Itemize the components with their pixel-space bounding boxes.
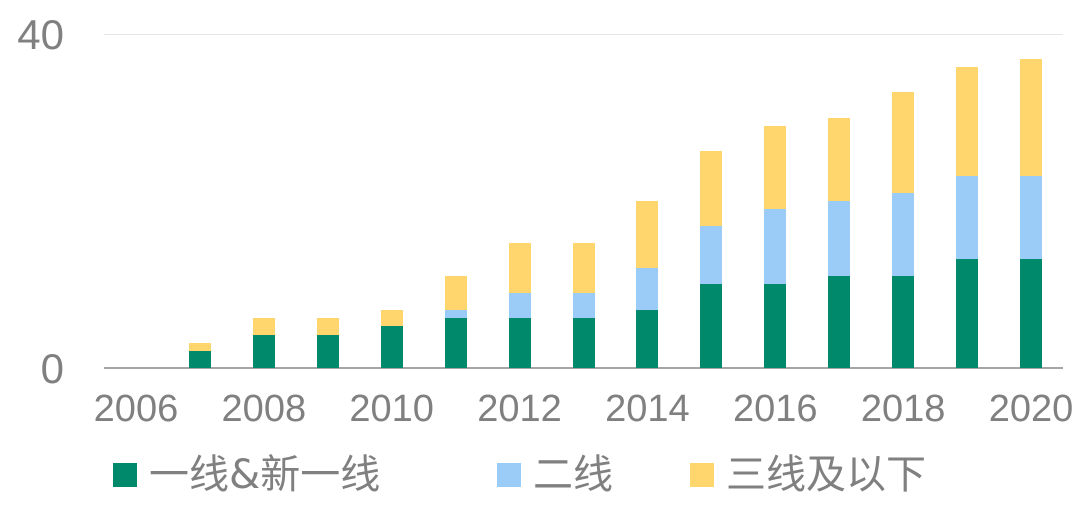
- bar-segment-2: [828, 117, 851, 201]
- bar-segment-1: [956, 175, 979, 260]
- bar-segment-1: [892, 192, 915, 277]
- gridline-40: [104, 34, 1063, 35]
- bar-2018: [892, 92, 915, 368]
- x-tick-label: 2016: [733, 388, 818, 430]
- bar-2007: [188, 342, 211, 368]
- legend-swatch: [690, 463, 714, 487]
- x-axis-line: [104, 367, 1063, 369]
- bar-segment-1: [700, 226, 723, 285]
- bar-segment-1: [1020, 175, 1043, 260]
- x-tick-label: 2020: [988, 388, 1074, 430]
- bar-segment-2: [316, 317, 339, 335]
- bar-2009: [316, 317, 339, 368]
- bar-segment-2: [764, 125, 787, 210]
- legend-swatch: [497, 463, 521, 487]
- bar-segment-0: [572, 317, 595, 368]
- bar-segment-2: [1020, 59, 1043, 176]
- bar-segment-0: [764, 284, 787, 368]
- x-tick-label: 2006: [93, 388, 179, 430]
- bar-segment-2: [508, 242, 531, 293]
- bar-segment-0: [508, 317, 531, 368]
- bar-segment-2: [892, 92, 915, 193]
- bar-segment-2: [700, 150, 723, 227]
- bar-2014: [636, 201, 659, 368]
- bar-segment-0: [828, 276, 851, 368]
- x-tick-label: 2014: [605, 388, 690, 430]
- bar-segment-2: [380, 309, 403, 327]
- legend-label: 三线及以下: [726, 452, 926, 498]
- x-tick-label: 2010: [349, 388, 434, 430]
- bar-2015: [700, 150, 723, 368]
- x-tick-label: 2008: [221, 388, 307, 430]
- bar-2008: [252, 317, 275, 368]
- bar-segment-0: [892, 276, 915, 368]
- bar-segment-1: [828, 201, 851, 277]
- bar-segment-0: [1020, 259, 1043, 368]
- bar-segment-1: [444, 309, 467, 318]
- legend-item: 二线: [497, 450, 613, 500]
- x-tick-label: 2012: [477, 388, 562, 430]
- bar-2016: [764, 125, 787, 368]
- legend-item: 一线&新一线: [113, 450, 380, 500]
- bar-segment-2: [188, 342, 211, 352]
- bar-segment-1: [764, 209, 787, 285]
- bar-segment-0: [188, 351, 211, 368]
- bar-2020: [1020, 59, 1043, 368]
- bar-segment-0: [956, 259, 979, 368]
- x-tick-label: 2018: [860, 388, 946, 430]
- bar-segment-1: [508, 292, 531, 318]
- y-tick-label: 0: [40, 345, 64, 392]
- bar-segment-2: [956, 67, 979, 176]
- y-tick-label: 40: [17, 11, 64, 58]
- legend-swatch: [113, 463, 137, 487]
- bar-segment-0: [316, 334, 339, 368]
- bar-segment-2: [252, 317, 275, 335]
- bar-2017: [828, 117, 851, 368]
- bar-2012: [508, 242, 531, 368]
- legend-item: 三线及以下: [690, 450, 926, 500]
- bar-segment-0: [380, 326, 403, 368]
- legend: 一线&新一线 二线 三线及以下: [0, 450, 1080, 500]
- bar-2010: [380, 309, 403, 368]
- legend-label: 二线: [533, 452, 613, 498]
- bar-segment-1: [636, 267, 659, 310]
- bar-segment-2: [444, 276, 467, 310]
- bar-segment-0: [636, 309, 659, 368]
- bar-segment-2: [572, 242, 595, 293]
- bar-2013: [572, 242, 595, 368]
- bar-segment-1: [572, 292, 595, 318]
- bar-segment-0: [252, 334, 275, 368]
- bar-segment-2: [636, 201, 659, 268]
- bar-2019: [956, 67, 979, 368]
- bar-2011: [444, 276, 467, 368]
- bar-segment-0: [700, 284, 723, 368]
- bar-segment-0: [444, 317, 467, 368]
- legend-label: 一线&新一线: [149, 452, 381, 498]
